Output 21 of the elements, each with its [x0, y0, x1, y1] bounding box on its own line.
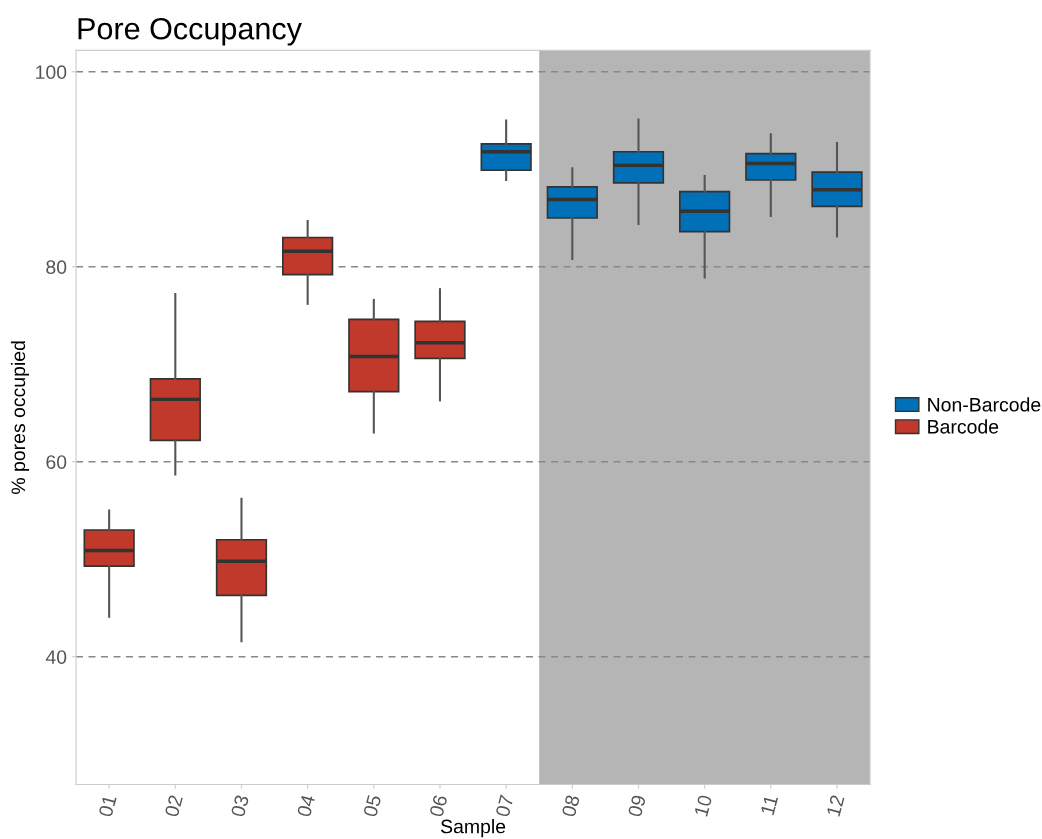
y-tick-label: 100 — [36, 65, 67, 80]
y-tick-label: 80 — [46, 260, 67, 275]
x-tick-label: 05 — [362, 794, 382, 818]
y-tick-label: 40 — [45, 650, 67, 664]
x-tick-label: 08 — [561, 794, 580, 818]
x-tick-label: 07 — [495, 794, 514, 818]
legend-label: Non-Barcode — [928, 397, 1041, 412]
y-tick-label: 60 — [46, 455, 67, 469]
y-axis-title: % pores occupied — [10, 341, 30, 494]
x-axis-title: Sample — [440, 819, 506, 838]
chart-title: Pore Occupancy — [78, 17, 302, 46]
x-tick-label: 12 — [826, 794, 845, 817]
x-tick-label: 11 — [760, 794, 779, 816]
x-tick-label: 06 — [429, 794, 448, 818]
x-tick-label: 01 — [98, 794, 117, 818]
x-tick-label: 10 — [693, 794, 713, 817]
x-tick-label: 09 — [627, 794, 647, 818]
x-tick-label: 03 — [230, 794, 250, 818]
x-tick-label: 02 — [164, 794, 183, 818]
legend-label: Barcode — [928, 419, 999, 434]
x-tick-label: 04 — [296, 794, 316, 818]
